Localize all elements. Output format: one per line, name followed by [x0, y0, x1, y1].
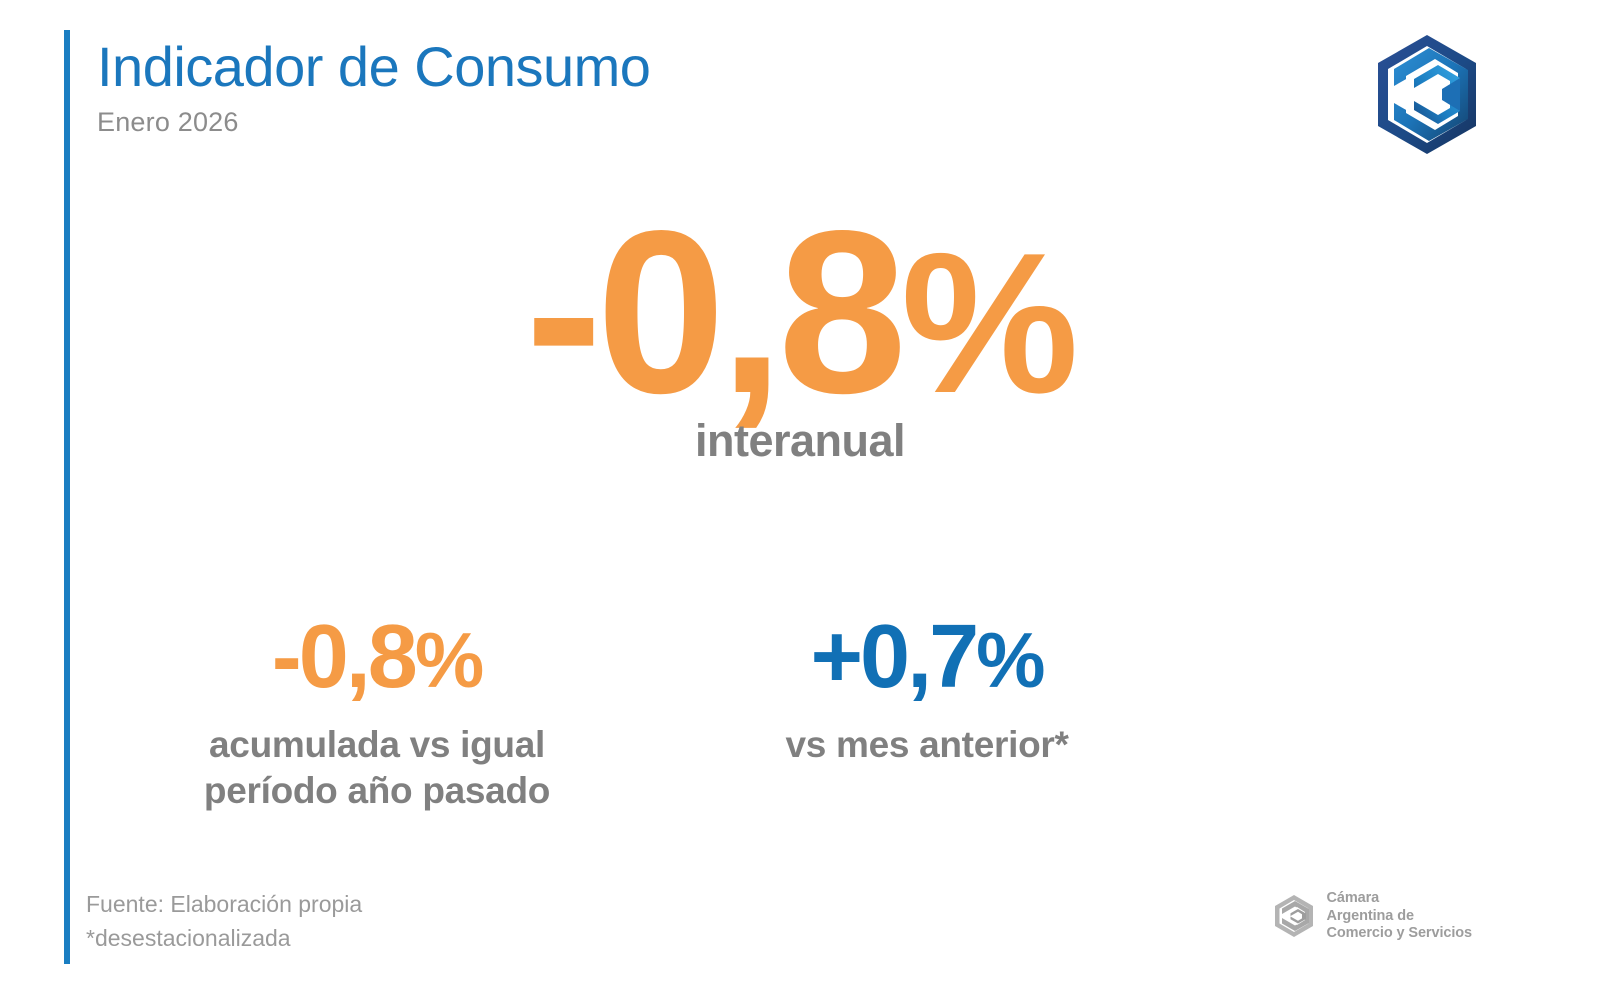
stat-accumulated-number: -0,8	[271, 607, 418, 707]
stat-monthly: +0,7% vs mes anterior*	[657, 612, 1197, 768]
stat-monthly-label: vs mes anterior*	[657, 722, 1197, 768]
footer-brand-line3: Comercio y Servicios	[1326, 925, 1473, 942]
stat-monthly-value: +0,7%	[657, 612, 1197, 702]
footer-seasonal-note: *desestacionalizada	[86, 924, 291, 951]
footer-source: Fuente: Elaboración propia	[86, 891, 363, 918]
stat-accumulated: -0,8% acumulada vs igual período año pas…	[97, 612, 657, 815]
secondary-stats: -0,8% acumulada vs igual período año pas…	[97, 612, 1257, 815]
hero-value-percent: %	[900, 212, 1079, 435]
cac-footer-hexagon-icon	[1271, 893, 1317, 939]
hero-value-number: -0,8	[525, 183, 907, 442]
header: Indicador de Consumo Enero 2026	[97, 35, 651, 138]
stat-accumulated-label: acumulada vs igual período año pasado	[97, 722, 657, 815]
footer-brand-text: Cámara Argentina de Comercio y Servicios	[1327, 890, 1473, 943]
page-title: Indicador de Consumo	[97, 35, 651, 98]
footer-note: Fuente: Elaboración propia *desestaciona…	[86, 888, 362, 955]
hero-label: interanual	[694, 415, 906, 467]
stat-accumulated-label-line2: período año pasado	[203, 770, 551, 812]
cac-hexagon-logo-icon	[1372, 32, 1482, 157]
stat-monthly-label-line1: vs mes anterior*	[785, 724, 1069, 765]
stat-accumulated-percent: %	[414, 616, 484, 704]
period-subtitle: Enero 2026	[97, 106, 239, 137]
hero-metric: -0,8% interanual	[0, 197, 1600, 467]
stat-accumulated-label-line1: acumulada vs igual	[209, 724, 545, 765]
stat-accumulated-value: -0,8%	[97, 612, 657, 702]
stat-monthly-number: +0,7	[810, 607, 979, 707]
left-accent-bar	[64, 30, 70, 964]
footer-brand-line1: Cámara	[1326, 889, 1380, 906]
hero-value: -0,8%	[525, 197, 1079, 429]
stat-monthly-percent: %	[976, 616, 1045, 704]
footer-brand-line2: Argentina de	[1326, 907, 1415, 924]
footer-brand: Cámara Argentina de Comercio y Servicios	[1271, 890, 1473, 943]
